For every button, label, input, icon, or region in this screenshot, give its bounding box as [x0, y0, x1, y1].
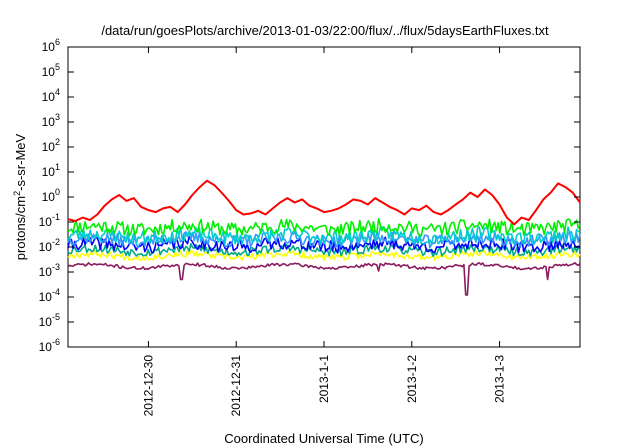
- y-axis-label: protons/cm2-s-sr-MeV: [12, 133, 28, 260]
- x-tick-label: 2012-12-30: [141, 355, 155, 417]
- y-tick-exponent: -4: [52, 287, 60, 297]
- x-axis-ticks: 2012-12-30 2012-12-31 2013-1-1 2013-1-2 2013…: [141, 47, 507, 417]
- x-tick-label: 2013-1-2: [405, 355, 419, 403]
- y-tick-base: 10: [39, 240, 53, 254]
- x-axis-label: Coordinated Universal Time (UTC): [224, 431, 423, 446]
- y-tick-exponent: -5: [52, 312, 60, 322]
- plot-frame: [67, 46, 581, 348]
- y-tick-base: 10: [42, 165, 56, 179]
- series-line-1: [67, 218, 581, 237]
- y-tick-label: 105: [42, 62, 60, 79]
- y-axis-label-exponent: 2: [12, 191, 22, 196]
- y-tick-label: 10-1: [39, 212, 60, 229]
- y-tick-label: 106: [42, 37, 60, 54]
- y-tick-base: 10: [39, 265, 53, 279]
- x-tick-label: 2012-12-31: [229, 355, 243, 417]
- y-tick-label: 10-2: [39, 237, 60, 254]
- y-tick-exponent: 5: [55, 62, 60, 72]
- y-tick-base: 10: [39, 290, 53, 304]
- series-layer: [67, 179, 581, 296]
- y-axis-label-main: protons/cm: [13, 196, 28, 260]
- y-tick-base: 10: [42, 65, 56, 79]
- y-tick-label: 103: [42, 112, 60, 129]
- y-tick-label: 10-5: [39, 312, 60, 329]
- y-tick-exponent: 4: [55, 87, 60, 97]
- y-tick-label: 104: [42, 87, 60, 104]
- y-tick-exponent: 1: [55, 162, 60, 172]
- y-tick-base: 10: [42, 140, 56, 154]
- series-line-0: [67, 179, 581, 226]
- x-tick-label: 2013-1-3: [493, 355, 507, 403]
- y-tick-exponent: -3: [52, 262, 60, 272]
- y-tick-exponent: -1: [52, 212, 60, 222]
- y-axis-label-rest: -s-sr-MeV: [13, 133, 28, 190]
- y-tick-exponent: 3: [55, 112, 60, 122]
- y-tick-base: 10: [39, 315, 53, 329]
- y-tick-base: 10: [39, 215, 53, 229]
- y-tick-label: 10-6: [39, 337, 60, 354]
- y-tick-base: 10: [39, 340, 53, 354]
- y-tick-exponent: 6: [55, 37, 60, 47]
- y-tick-exponent: 2: [55, 137, 60, 147]
- y-tick-label: 101: [42, 162, 60, 179]
- series-line-2: [67, 226, 581, 245]
- y-tick-label: 10-3: [39, 262, 60, 279]
- y-tick-exponent: 0: [55, 187, 60, 197]
- y-axis-ticks: 10-610-510-410-310-210-11001011021031041…: [39, 37, 580, 354]
- y-tick-exponent: -6: [52, 337, 60, 347]
- y-tick-label: 102: [42, 137, 60, 154]
- y-tick-label: 10-4: [39, 287, 60, 304]
- chart-title: /data/run/goesPlots/archive/2013-01-03/2…: [101, 23, 549, 38]
- series-line-6: [67, 249, 581, 262]
- y-tick-label: 100: [42, 187, 60, 204]
- y-tick-exponent: -2: [52, 237, 60, 247]
- y-tick-base: 10: [42, 190, 56, 204]
- y-tick-base: 10: [42, 90, 56, 104]
- y-tick-base: 10: [42, 115, 56, 129]
- y-tick-base: 10: [42, 40, 56, 54]
- series-line-7: [67, 262, 581, 296]
- x-tick-label: 2013-1-1: [317, 355, 331, 403]
